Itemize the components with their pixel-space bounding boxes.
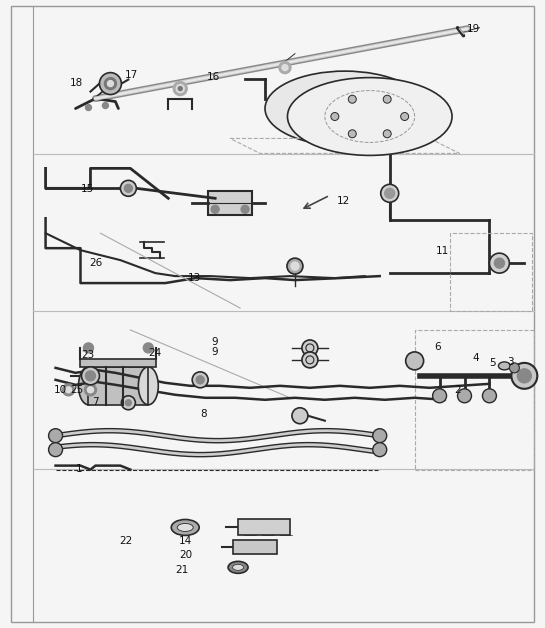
Circle shape bbox=[348, 95, 356, 103]
Bar bbox=[88, 367, 148, 405]
Circle shape bbox=[457, 389, 471, 403]
Text: 23: 23 bbox=[81, 350, 94, 360]
Circle shape bbox=[405, 352, 423, 370]
Text: 10: 10 bbox=[54, 386, 67, 396]
Circle shape bbox=[517, 369, 531, 383]
Bar bbox=[81, 359, 156, 367]
Circle shape bbox=[65, 387, 71, 392]
Text: 9: 9 bbox=[211, 347, 218, 357]
Circle shape bbox=[192, 372, 208, 388]
Circle shape bbox=[292, 408, 308, 424]
Text: 8: 8 bbox=[201, 409, 207, 420]
Circle shape bbox=[383, 95, 391, 103]
Circle shape bbox=[122, 396, 135, 409]
Text: 5: 5 bbox=[489, 358, 495, 368]
Ellipse shape bbox=[171, 519, 199, 536]
Ellipse shape bbox=[78, 367, 99, 405]
Ellipse shape bbox=[228, 561, 248, 573]
Text: 24: 24 bbox=[149, 348, 162, 358]
Circle shape bbox=[86, 371, 95, 381]
Text: 21: 21 bbox=[175, 565, 189, 575]
Circle shape bbox=[83, 343, 93, 353]
Circle shape bbox=[105, 78, 117, 90]
Text: 22: 22 bbox=[119, 536, 132, 546]
Ellipse shape bbox=[265, 71, 425, 146]
Circle shape bbox=[49, 429, 63, 443]
Text: 2: 2 bbox=[455, 386, 461, 396]
Circle shape bbox=[84, 384, 96, 396]
Ellipse shape bbox=[233, 565, 244, 570]
Circle shape bbox=[482, 389, 496, 403]
Circle shape bbox=[82, 367, 99, 385]
Text: 17: 17 bbox=[125, 70, 138, 80]
Text: 19: 19 bbox=[467, 24, 480, 34]
Circle shape bbox=[348, 130, 356, 138]
Text: 18: 18 bbox=[70, 78, 83, 89]
Circle shape bbox=[489, 253, 510, 273]
Bar bbox=[208, 192, 252, 215]
Text: 20: 20 bbox=[179, 550, 192, 560]
Circle shape bbox=[102, 102, 108, 109]
Circle shape bbox=[63, 384, 75, 396]
Bar bbox=[238, 519, 290, 536]
Circle shape bbox=[120, 180, 136, 197]
Circle shape bbox=[302, 352, 318, 368]
Circle shape bbox=[143, 343, 153, 353]
Circle shape bbox=[125, 400, 131, 406]
Circle shape bbox=[401, 112, 409, 121]
Text: 9: 9 bbox=[211, 337, 218, 347]
Text: 16: 16 bbox=[207, 72, 221, 82]
Circle shape bbox=[373, 429, 387, 443]
Circle shape bbox=[510, 363, 519, 373]
Circle shape bbox=[381, 185, 399, 202]
Text: 26: 26 bbox=[89, 257, 102, 268]
Circle shape bbox=[124, 185, 132, 192]
Circle shape bbox=[86, 104, 92, 111]
Text: 11: 11 bbox=[435, 246, 449, 256]
Text: 1: 1 bbox=[76, 464, 82, 474]
Circle shape bbox=[282, 65, 288, 70]
Circle shape bbox=[49, 443, 63, 457]
Bar bbox=[88, 367, 148, 405]
Ellipse shape bbox=[138, 367, 158, 405]
Circle shape bbox=[383, 130, 391, 138]
Ellipse shape bbox=[177, 524, 193, 531]
Bar bbox=[233, 541, 277, 555]
Text: 14: 14 bbox=[179, 536, 192, 546]
Circle shape bbox=[291, 262, 299, 270]
Circle shape bbox=[287, 258, 303, 274]
Text: 7: 7 bbox=[92, 397, 99, 407]
Circle shape bbox=[196, 376, 204, 384]
Circle shape bbox=[494, 258, 505, 268]
Ellipse shape bbox=[499, 362, 510, 370]
Circle shape bbox=[107, 80, 113, 87]
Circle shape bbox=[279, 62, 291, 73]
Circle shape bbox=[88, 387, 93, 392]
Text: 25: 25 bbox=[70, 386, 83, 396]
Circle shape bbox=[331, 112, 339, 121]
Text: 13: 13 bbox=[188, 273, 202, 283]
Circle shape bbox=[173, 82, 187, 95]
Circle shape bbox=[211, 205, 219, 214]
Circle shape bbox=[176, 85, 184, 92]
Circle shape bbox=[241, 205, 249, 214]
Circle shape bbox=[373, 443, 387, 457]
Text: 4: 4 bbox=[473, 353, 479, 363]
Text: 6: 6 bbox=[434, 342, 441, 352]
Text: 3: 3 bbox=[507, 357, 514, 367]
Circle shape bbox=[511, 363, 537, 389]
Ellipse shape bbox=[287, 78, 452, 155]
Circle shape bbox=[433, 389, 446, 403]
Circle shape bbox=[302, 340, 318, 356]
Circle shape bbox=[99, 73, 122, 95]
Circle shape bbox=[178, 87, 182, 90]
Text: 15: 15 bbox=[81, 184, 94, 193]
Circle shape bbox=[385, 188, 395, 198]
Text: 12: 12 bbox=[337, 196, 350, 206]
